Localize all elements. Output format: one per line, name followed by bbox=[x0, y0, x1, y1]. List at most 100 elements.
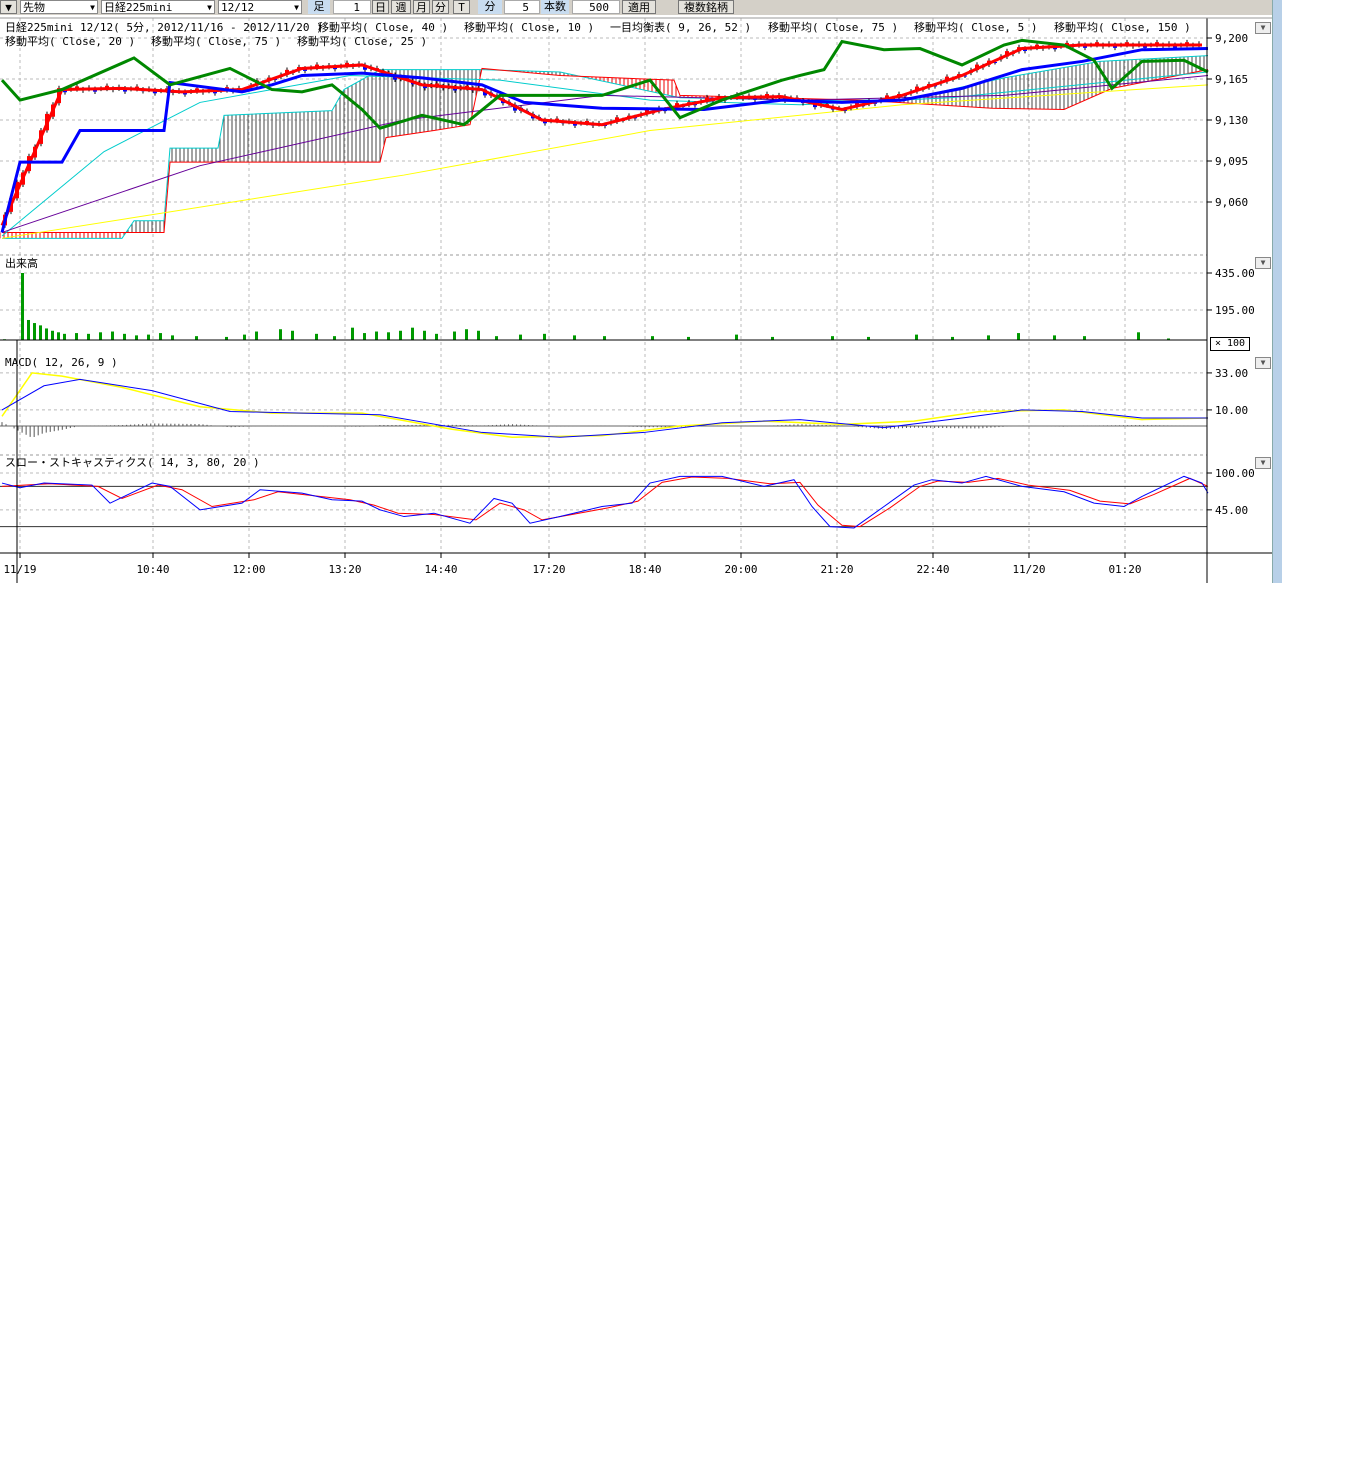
volume-bar bbox=[423, 330, 426, 340]
volume-bar bbox=[375, 331, 378, 340]
volume-bar bbox=[543, 333, 546, 340]
volume-bar bbox=[987, 335, 990, 340]
time-tick-label: 11/20 bbox=[1012, 563, 1045, 576]
stoch-panel-menu-icon[interactable]: ▼ bbox=[1255, 457, 1271, 469]
volume-bar bbox=[387, 332, 390, 340]
volume-bar bbox=[411, 327, 414, 340]
volume-bar bbox=[1167, 338, 1170, 340]
volume-bar bbox=[39, 325, 42, 340]
chevron-down-icon: ▼ bbox=[207, 3, 212, 12]
multi-symbol-button[interactable]: 複数銘柄 bbox=[678, 0, 734, 14]
stoch-tick-label: 100.00 bbox=[1215, 467, 1255, 480]
market-select[interactable]: 先物 ▼ bbox=[20, 0, 98, 14]
ashi-stepper[interactable]: 1 bbox=[333, 0, 371, 14]
market-value: 先物 bbox=[23, 1, 45, 14]
price-tick-label: 9,060 bbox=[1215, 196, 1248, 209]
time-tick-label: 13:20 bbox=[328, 563, 361, 576]
bars-stepper[interactable]: 500 bbox=[572, 0, 620, 14]
period-day-button[interactable]: 日 bbox=[372, 0, 389, 14]
period-week-button[interactable]: 週 bbox=[391, 0, 411, 14]
volume-bar bbox=[477, 330, 480, 340]
volume-bar bbox=[573, 335, 576, 340]
time-tick-label: 20:00 bbox=[724, 563, 757, 576]
volume-multiplier: × 100 bbox=[1210, 337, 1250, 351]
volume-bar bbox=[279, 329, 282, 340]
interval-stepper[interactable]: 5 bbox=[504, 0, 540, 14]
volume-bar bbox=[51, 330, 54, 340]
volume-bar bbox=[495, 336, 498, 340]
volume-bar bbox=[255, 331, 258, 340]
time-tick-label: 11/19 bbox=[3, 563, 36, 576]
volume-bar bbox=[687, 336, 690, 340]
volume-bar bbox=[21, 273, 24, 340]
period-month-button[interactable]: 月 bbox=[413, 0, 430, 14]
stoch-tick-label: 45.00 bbox=[1215, 504, 1248, 517]
macd-tick-label: 33.00 bbox=[1215, 367, 1248, 380]
volume-bar bbox=[735, 334, 738, 340]
volume-bar bbox=[1083, 336, 1086, 340]
time-tick-label: 21:20 bbox=[820, 563, 853, 576]
ma25-line bbox=[0, 47, 1209, 233]
chevron-down-icon: ▼ bbox=[90, 3, 95, 12]
volume-bar bbox=[363, 333, 366, 340]
price-tick-label: 9,095 bbox=[1215, 155, 1248, 168]
price-panel-menu-icon[interactable]: ▼ bbox=[1255, 22, 1271, 34]
period-tick-button[interactable]: T bbox=[453, 0, 470, 14]
contract-select[interactable]: 12/12 ▼ bbox=[218, 0, 302, 14]
volume-bar bbox=[63, 333, 66, 340]
volume-bar bbox=[123, 333, 126, 340]
bars-label: 本数 bbox=[541, 0, 569, 14]
volume-tick-label: 435.00 bbox=[1215, 267, 1255, 280]
interval-label: 分 bbox=[478, 0, 502, 14]
menu-dropdown-button[interactable]: ▼ bbox=[0, 0, 17, 14]
stoch-d-line bbox=[1, 476, 1209, 528]
vertical-scrollbar[interactable] bbox=[1272, 0, 1282, 583]
volume-bar bbox=[915, 334, 918, 340]
volume-bar bbox=[27, 319, 30, 340]
volume-bar bbox=[519, 334, 522, 340]
volume-bar bbox=[333, 336, 336, 340]
ma5-line bbox=[0, 43, 1202, 227]
legend-item: 移動平均( Close, 10 ) bbox=[464, 20, 594, 34]
candle-body bbox=[963, 75, 967, 77]
volume-bar bbox=[603, 336, 606, 340]
time-tick-label: 17:20 bbox=[532, 563, 565, 576]
volume-bar bbox=[75, 333, 78, 340]
price-tick-label: 9,200 bbox=[1215, 32, 1248, 45]
time-tick-label: 12:00 bbox=[232, 563, 265, 576]
volume-bar bbox=[291, 330, 294, 340]
chart-canvas[interactable]: 9,200 9,165 9,130 9,095 9,060 日経225mini 12/12… bbox=[0, 15, 1272, 583]
candle-body bbox=[993, 62, 997, 64]
macd-panel-menu-icon[interactable]: ▼ bbox=[1255, 357, 1271, 369]
volume-panel-menu-icon[interactable]: ▼ bbox=[1255, 257, 1271, 269]
volume-bar bbox=[399, 330, 402, 340]
legend-item: 一目均衡表( 9, 26, 52 ) bbox=[610, 20, 751, 34]
period-minute-button[interactable]: 分 bbox=[432, 0, 449, 14]
volume-bar bbox=[99, 332, 102, 340]
chevron-down-icon: ▼ bbox=[294, 3, 299, 12]
volume-bar bbox=[1017, 333, 1020, 340]
volume-bar bbox=[651, 336, 654, 340]
ma-line bbox=[1, 74, 1209, 233]
volume-bar bbox=[225, 336, 228, 340]
volume-bar bbox=[771, 336, 774, 340]
green-line bbox=[0, 38, 1209, 130]
symbol-select[interactable]: 日経225mini ▼ bbox=[101, 0, 215, 14]
volume-bar bbox=[867, 336, 870, 340]
time-tick-label: 10:40 bbox=[136, 563, 169, 576]
time-tick-label: 22:40 bbox=[916, 563, 949, 576]
ma-line bbox=[1, 84, 1209, 239]
volume-bar bbox=[951, 336, 954, 340]
legend-item: 移動平均( Close, 20 ) bbox=[5, 34, 135, 48]
apply-button[interactable]: 適用 bbox=[622, 0, 656, 14]
volume-title: 出来高 bbox=[5, 256, 38, 270]
toolbar: ▼ 先物 ▼ 日経225mini ▼ 12/12 ▼ 足 1 日 週 月 分 T 分 … bbox=[0, 0, 1272, 15]
stoch-title: スロー・ストキャスティクス( 14, 3, 80, 20 ) bbox=[5, 456, 260, 469]
symbol-value: 日経225mini bbox=[104, 1, 173, 14]
macd-tick-label: 10.00 bbox=[1215, 404, 1248, 417]
volume-bar bbox=[171, 335, 174, 340]
legend-item: 移動平均( Close, 5 ) bbox=[914, 20, 1037, 34]
contract-value: 12/12 bbox=[221, 1, 255, 14]
legend-item: 移動平均( Close, 150 ) bbox=[1054, 20, 1191, 34]
volume-bar bbox=[57, 332, 60, 340]
